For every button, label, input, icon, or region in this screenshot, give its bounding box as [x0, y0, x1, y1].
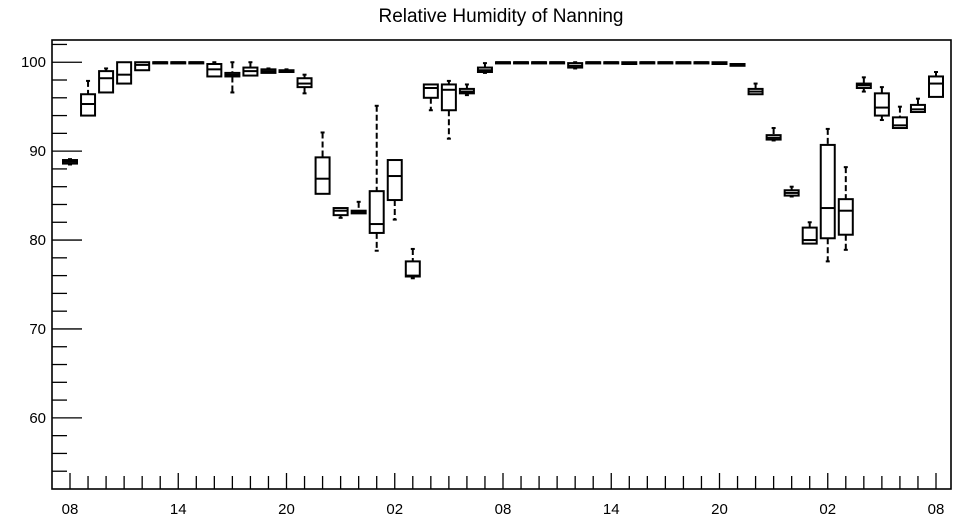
box-44 [855, 76, 872, 93]
x-tick-label: 08 [62, 501, 79, 518]
y-tick-label: 100 [21, 54, 46, 71]
box-47 [909, 97, 926, 114]
box-iqr [891, 116, 908, 130]
box-27 [549, 61, 566, 65]
box-31 [621, 61, 638, 66]
box-43 [837, 166, 854, 251]
box-3 [116, 61, 133, 85]
y-tick-label: 90 [29, 143, 46, 160]
box-24 [495, 61, 511, 65]
x-tick-label: 02 [386, 501, 403, 518]
box-iqr [98, 70, 115, 94]
box-iqr [819, 143, 836, 240]
box-17 [368, 104, 385, 252]
box-iqr [314, 156, 331, 195]
chart-title: Relative Humidity of Nanning [378, 6, 623, 27]
box-46 [891, 105, 908, 130]
box-20 [422, 83, 439, 112]
box-32 [639, 61, 656, 65]
box-12 [278, 68, 295, 74]
box-33 [657, 61, 674, 65]
box-15 [332, 207, 349, 219]
box-iqr [928, 75, 944, 98]
box-iqr [422, 83, 439, 99]
box-37 [729, 63, 746, 67]
box-19 [404, 247, 421, 280]
box-iqr [368, 190, 385, 234]
box-21 [440, 79, 457, 140]
x-tick-label: 20 [711, 501, 728, 518]
box-26 [531, 61, 548, 65]
box-8 [206, 61, 223, 78]
box-25 [513, 61, 530, 65]
plot-frame [51, 39, 952, 490]
box-18 [386, 159, 403, 221]
box-16 [350, 200, 367, 215]
y-tick-label: 70 [29, 321, 46, 338]
box-4 [134, 61, 151, 72]
box-22 [458, 83, 475, 97]
x-tick-label: 14 [170, 501, 187, 518]
box-2 [98, 67, 115, 94]
x-tick-label: 08 [495, 501, 512, 518]
x-tick-label: 20 [278, 501, 295, 518]
box-13 [296, 73, 313, 95]
box-iqr [440, 83, 457, 112]
box-iqr [116, 61, 133, 85]
x-tick-label: 02 [819, 501, 836, 518]
box-29 [585, 61, 602, 65]
box-6 [170, 61, 187, 65]
box-23 [476, 62, 493, 74]
box-34 [675, 61, 692, 65]
y-tick-label: 60 [29, 410, 46, 427]
box-series [62, 61, 944, 280]
box-iqr [386, 159, 403, 202]
box-38 [747, 82, 764, 96]
box-28 [567, 61, 584, 70]
box-14 [314, 131, 331, 195]
box-45 [873, 86, 890, 122]
x-tick-label: 08 [928, 501, 945, 518]
box-7 [188, 61, 205, 65]
x-tick-label: 14 [603, 501, 620, 518]
box-40 [783, 185, 800, 198]
box-iqr [873, 92, 890, 117]
box-9 [224, 61, 241, 94]
box-36 [711, 61, 728, 66]
x-axis: 08 14 20 02 08 14 20 02 08 [62, 473, 945, 518]
box-39 [765, 127, 782, 142]
box-5 [152, 61, 169, 65]
box-41 [801, 221, 818, 245]
box-iqr [801, 226, 818, 245]
y-tick-label: 80 [29, 232, 46, 249]
box-10 [242, 61, 259, 77]
box-iqr [837, 198, 854, 236]
box-48 [928, 71, 944, 98]
box-iqr [134, 61, 151, 72]
y-axis: 60 70 80 90 100 [21, 43, 82, 472]
box-35 [693, 61, 710, 65]
box-11 [260, 67, 277, 74]
box-30 [603, 61, 620, 65]
box-iqr [404, 260, 421, 278]
box-0 [62, 158, 78, 166]
box-42 [819, 127, 836, 263]
box-1 [80, 79, 97, 117]
